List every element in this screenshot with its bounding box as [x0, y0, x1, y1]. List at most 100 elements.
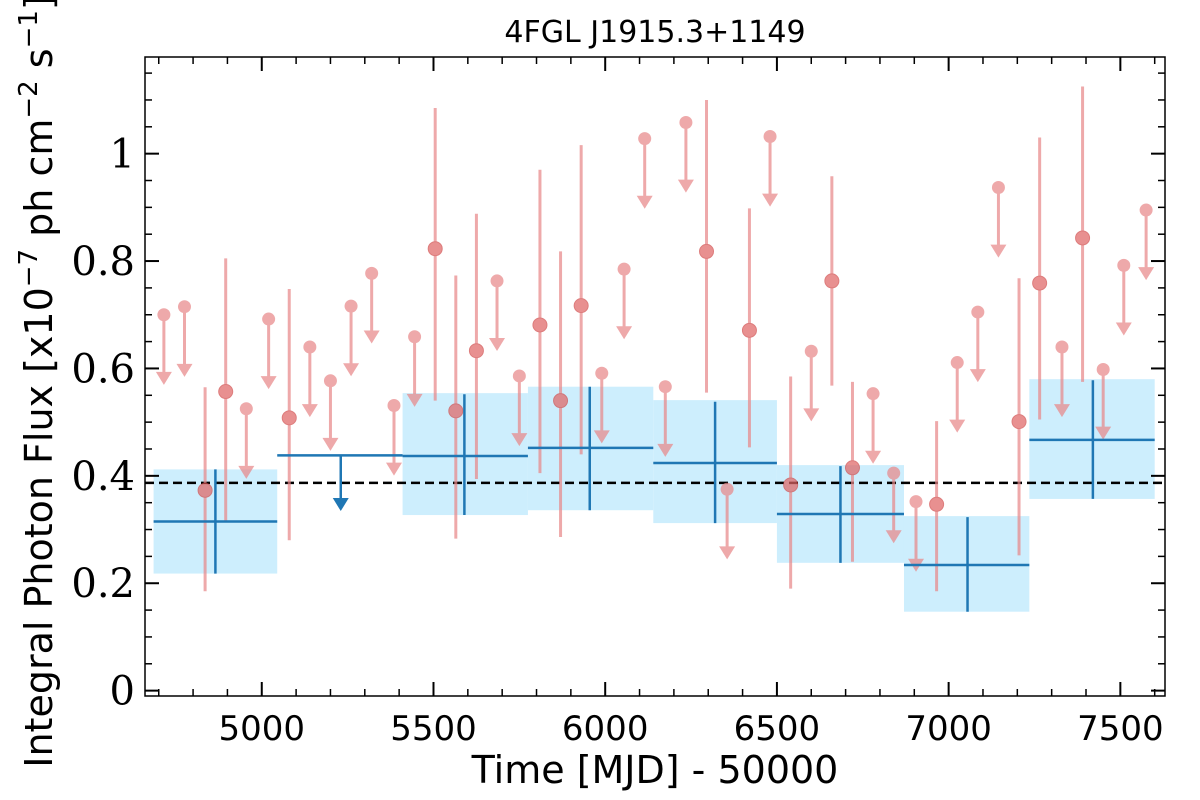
short-bin-point: [197, 387, 213, 592]
upper-limit-arrow: [260, 376, 277, 390]
short-bin-point: [657, 380, 674, 457]
short-bin-point: [719, 482, 736, 560]
flux-marker: [844, 460, 860, 476]
upper-limit-marker: [679, 116, 693, 130]
short-bin-point: [406, 330, 423, 407]
upper-limit-arrow: [406, 393, 423, 407]
upper-limit-marker: [323, 374, 337, 388]
upper-limit-arrow: [865, 450, 882, 464]
y-axis-label-exp3: −1: [14, 10, 44, 48]
y-axis-label-exp: −7: [14, 249, 44, 287]
upper-limit-marker: [1139, 203, 1153, 217]
upper-limit-marker: [303, 340, 317, 354]
upper-limit-marker: [262, 312, 276, 326]
flux-marker: [699, 243, 715, 259]
short-bin-point: [824, 176, 840, 386]
upper-limit-arrow: [322, 437, 339, 451]
flux-marker: [929, 496, 945, 512]
y-tick-label: 0.4: [71, 454, 135, 500]
short-bin-point: [1032, 137, 1048, 420]
flux-marker: [1032, 275, 1048, 291]
upper-limit-marker: [804, 344, 818, 358]
upper-limit-marker: [490, 274, 504, 288]
plot-frame: [144, 56, 1166, 697]
y-axis-label-exp2: −2: [14, 80, 44, 118]
upper-limit-marker: [887, 466, 901, 480]
short-bin-point: [783, 376, 799, 589]
flux-marker: [573, 298, 589, 314]
upper-limit-marker: [157, 308, 171, 322]
flux-marker: [783, 477, 799, 493]
y-tick-label: 1: [110, 132, 135, 178]
short-bin-point: [949, 356, 966, 433]
upper-limit-arrow: [677, 179, 694, 193]
short-bin-point: [385, 398, 402, 476]
x-tick-label: 7500: [1077, 709, 1164, 749]
y-axis-label-mid: ph cm: [17, 119, 61, 249]
upper-limit-arrow: [301, 404, 318, 418]
upper-limit-marker: [909, 495, 923, 509]
x-tick-label: 6000: [562, 709, 649, 749]
short-bin-point: [636, 132, 653, 209]
upper-limit-arrow: [719, 546, 736, 560]
upper-limit-arrow: [616, 326, 633, 340]
y-axis-label-end: ]: [17, 0, 61, 10]
long-bin-point: [776, 466, 904, 563]
short-bin-point: [176, 300, 193, 377]
y-tick-label: 0.2: [71, 561, 135, 607]
flux-marker: [468, 343, 484, 359]
short-bin-point: [322, 374, 339, 451]
upper-limit-arrow: [1115, 322, 1132, 336]
short-bin-point: [593, 366, 610, 444]
y-axis-label-text: Integral Photon Flux [x10: [17, 287, 61, 768]
upper-limit-arrow: [990, 244, 1007, 258]
long-bin-point: [277, 454, 403, 512]
short-bin-point: [844, 381, 860, 562]
short-bin-point: [260, 312, 277, 390]
short-bin-point: [677, 116, 694, 193]
flux-marker: [824, 273, 840, 289]
short-bin-point: [1138, 203, 1155, 281]
axis-ticks: 5000 5500 6000 6500 7000 7500 0 0.2 0.4 0.6 0.8 1: [71, 57, 1165, 749]
upper-limit-marker: [638, 132, 652, 146]
short-bin-point: [363, 266, 380, 344]
upper-limit-arrow: [885, 530, 902, 544]
upper-limit-arrow: [176, 363, 193, 377]
upper-limit-marker: [763, 129, 777, 143]
x-axis-label: Time [MJD] - 50000: [471, 748, 839, 792]
short-bin-point: [803, 344, 820, 422]
x-tick-label: 7000: [905, 709, 992, 749]
chart-title: 4FGL J1915.3+1149: [504, 15, 805, 50]
flux-marker: [427, 241, 443, 257]
upper-limit-arrow: [1053, 404, 1070, 418]
long-bin-point: [402, 394, 528, 516]
short-bin-point: [573, 145, 589, 455]
short-bin-point: [343, 299, 360, 377]
upper-limit-arrow: [593, 430, 610, 444]
long-bin-point: [153, 469, 278, 574]
upper-limit-marker: [971, 305, 985, 319]
flux-marker: [741, 322, 757, 338]
upper-limit-marker: [950, 356, 964, 370]
short-bin-point: [1011, 278, 1027, 556]
short-bin-point: [448, 275, 464, 539]
short-bin-point: [616, 262, 633, 340]
flux-marker: [197, 482, 213, 498]
short-bin-series: [155, 86, 1155, 592]
long-bin-point: [653, 401, 777, 524]
upper-limit-arrow: [343, 363, 360, 377]
y-tick-label: 0.6: [71, 346, 135, 392]
short-bin-point: [762, 129, 779, 207]
short-bin-point: [218, 258, 234, 522]
short-bin-point: [885, 466, 902, 544]
long-bin-point: [903, 517, 1030, 612]
short-bin-point: [865, 387, 882, 464]
short-bin-point: [155, 308, 172, 385]
short-bin-point: [969, 305, 986, 383]
y-axis-label-mid2: s: [17, 48, 61, 80]
flux-marker: [1011, 414, 1027, 430]
short-bin-point: [1095, 363, 1112, 440]
short-bin-point: [427, 108, 443, 401]
upper-limit-marker: [866, 387, 880, 401]
